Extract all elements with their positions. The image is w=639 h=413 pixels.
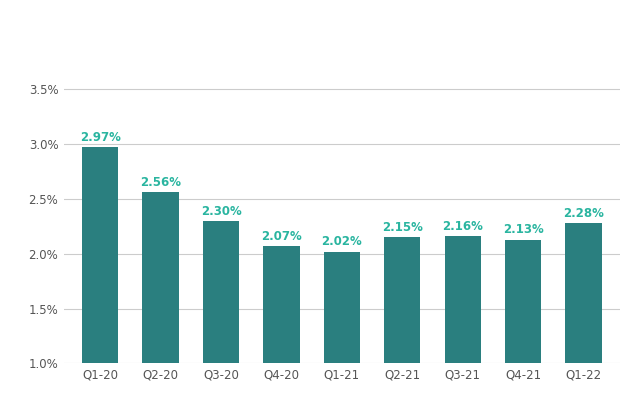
Text: 2.30%: 2.30%	[201, 204, 242, 218]
Bar	[263, 246, 300, 363]
Text: 2.13%: 2.13%	[503, 223, 544, 236]
Bar	[82, 147, 118, 363]
Text: 2.07%: 2.07%	[261, 230, 302, 243]
Text: 2.97%: 2.97%	[80, 131, 121, 144]
Bar	[324, 252, 360, 363]
Bar	[142, 192, 179, 363]
Bar	[203, 221, 239, 363]
Bar	[445, 236, 481, 363]
Text: 2.56%: 2.56%	[140, 176, 181, 189]
Text: 2.16%: 2.16%	[442, 220, 483, 233]
Text: 2.15%: 2.15%	[382, 221, 423, 234]
Text: 2.28%: 2.28%	[563, 207, 604, 220]
Text: 2.02%: 2.02%	[321, 235, 362, 248]
Text: Average Asset Yield: Average Asset Yield	[198, 17, 441, 37]
Bar	[505, 240, 541, 363]
Bar	[566, 223, 602, 363]
Bar	[384, 237, 420, 363]
Text: 1: 1	[254, 20, 385, 33]
